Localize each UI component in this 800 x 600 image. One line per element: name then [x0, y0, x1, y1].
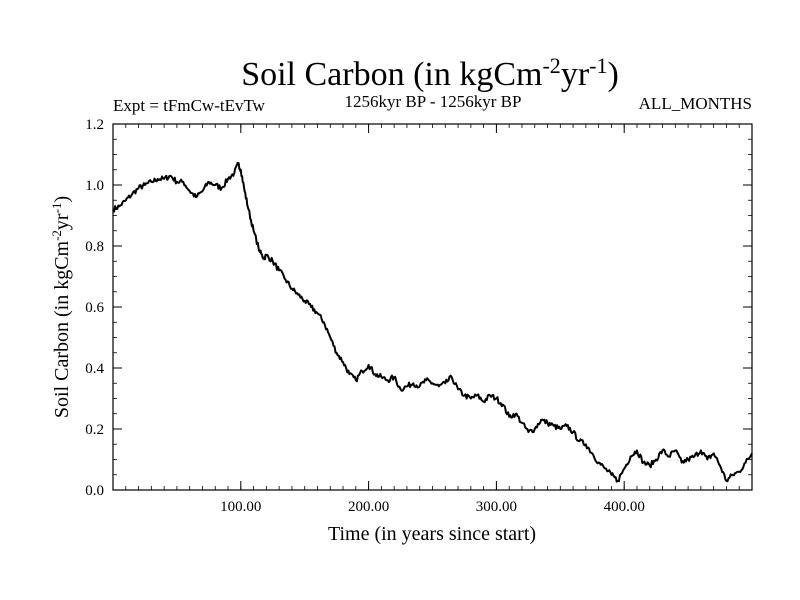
y-tick-labels: 0.0 0.2 0.4 0.6 0.8 1.0 1.2: [85, 117, 104, 499]
chart-title-sup2: -1: [589, 53, 607, 78]
y-axis-label-sup1: -2: [49, 230, 64, 241]
chart-title-end: ): [607, 56, 618, 93]
y-axis-label-sup2: -1: [49, 203, 64, 214]
plot-frame: [112, 123, 753, 491]
x-tick-label: 200.00: [348, 499, 389, 515]
subtitle-left: Expt = tFmCw-tEvTw: [113, 96, 266, 115]
x-tick-label: 300.00: [476, 499, 517, 515]
x-tick-label: 100.00: [220, 499, 261, 515]
series-line-soil-carbon: [112, 161, 753, 483]
y-tick-label: 0.4: [85, 361, 104, 377]
y-axis-label-end: ): [51, 196, 73, 203]
y-axis-label-main: Soil Carbon (in kgCm: [51, 240, 73, 418]
chart-title-main: Soil Carbon (in kgCm: [241, 56, 542, 93]
x-tick-label: 400.00: [604, 499, 645, 515]
subtitle-right: ALL_MONTHS: [639, 94, 752, 113]
y-tick-label: 0.0: [85, 483, 104, 499]
y-tick-label: 0.6: [85, 300, 104, 316]
chart-title-sup1: -2: [542, 53, 560, 78]
y-tick-label: 1.0: [85, 178, 104, 194]
chart-title-mid: yr: [561, 56, 590, 93]
x-axis-label: Time (in years since start): [328, 523, 536, 545]
y-tick-label: 0.8: [85, 239, 104, 255]
subtitle-center: 1256kyr BP - 1256kyr BP: [345, 92, 522, 111]
y-tick-label: 0.2: [85, 422, 104, 438]
chart-title: Soil Carbon (in kgCm-2yr-1): [241, 53, 619, 94]
x-tick-labels: 100.00 200.00 300.00 400.00: [220, 499, 645, 515]
y-tick-label: 1.2: [85, 117, 104, 133]
y-axis-label: Soil Carbon (in kgCm-2yr-1): [49, 196, 74, 418]
chart-title-group: Soil Carbon (in kgCm-2yr-1): [241, 53, 619, 94]
axis-ticks: [113, 123, 752, 491]
y-axis-label-mid: yr: [51, 213, 73, 230]
